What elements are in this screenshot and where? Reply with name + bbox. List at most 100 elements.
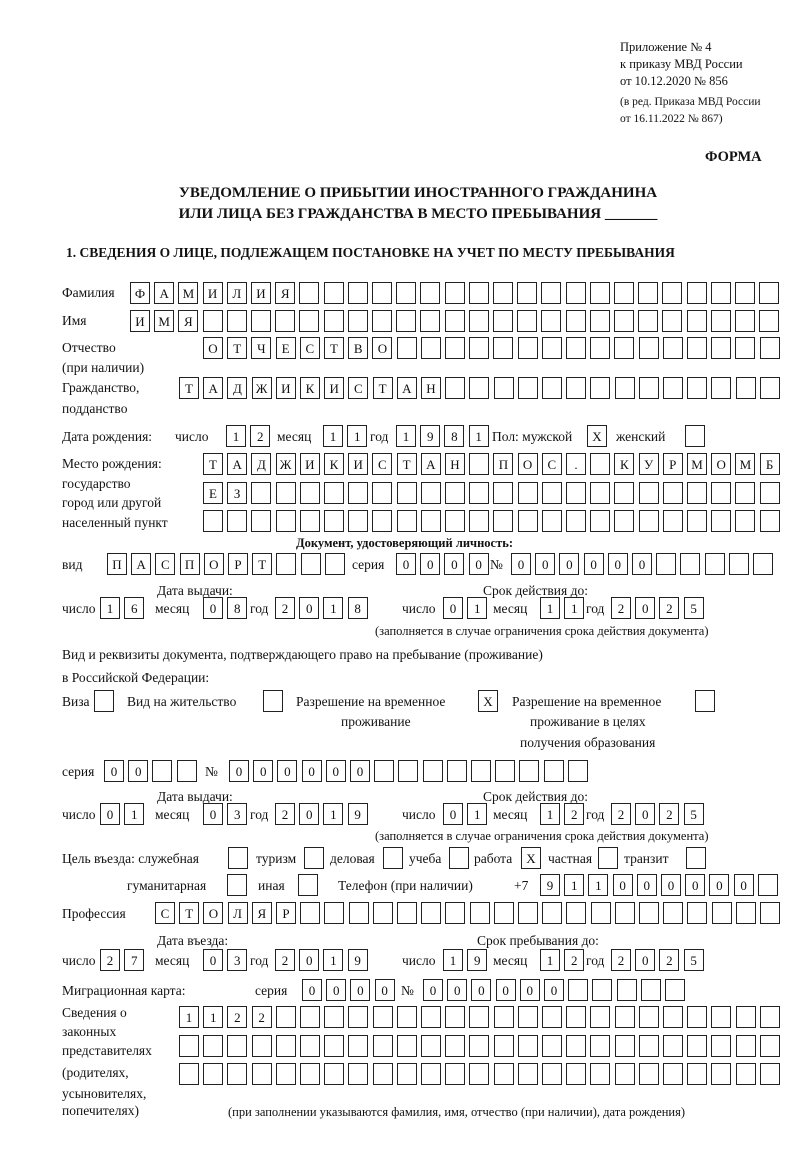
char-cell[interactable]: 8 <box>347 597 368 619</box>
char-cell[interactable]: Р <box>662 453 683 475</box>
char-cell[interactable] <box>372 1006 393 1028</box>
char-cell[interactable]: 0 <box>100 803 120 825</box>
char-cell[interactable] <box>541 510 562 532</box>
char-cell[interactable]: 2 <box>275 949 295 971</box>
char-cell[interactable] <box>589 282 610 304</box>
char-cell[interactable] <box>251 510 272 532</box>
char-cell[interactable]: 2 <box>100 949 120 971</box>
char-cell[interactable] <box>372 1063 393 1085</box>
char-cell[interactable] <box>566 1035 587 1057</box>
char-cell[interactable] <box>396 337 417 359</box>
char-cell[interactable] <box>227 510 248 532</box>
char-cell[interactable] <box>710 282 731 304</box>
char-cell[interactable]: 0 <box>302 979 322 1001</box>
char-cell[interactable]: Н <box>421 377 441 399</box>
char-cell[interactable]: 5 <box>683 803 704 825</box>
char-cell[interactable] <box>396 1006 417 1028</box>
char-cell[interactable]: А <box>227 453 248 475</box>
char-cell[interactable] <box>275 1063 296 1085</box>
char-cell[interactable] <box>566 1006 587 1028</box>
char-cell[interactable] <box>299 482 320 504</box>
char-cell[interactable] <box>275 310 296 332</box>
char-cell[interactable] <box>275 1006 296 1028</box>
char-cell[interactable] <box>420 282 441 304</box>
char-cell[interactable] <box>347 310 368 332</box>
char-cell[interactable]: 0 <box>709 874 730 896</box>
char-cell[interactable] <box>662 337 683 359</box>
char-cell[interactable] <box>567 760 588 782</box>
char-cell[interactable] <box>519 760 540 782</box>
checkbox-cell[interactable] <box>695 690 715 712</box>
char-cell[interactable]: Ж <box>275 453 296 475</box>
char-cell[interactable] <box>687 1063 708 1085</box>
char-cell[interactable] <box>348 1063 369 1085</box>
char-cell[interactable]: 0 <box>350 760 370 782</box>
char-cell[interactable]: 0 <box>447 979 468 1001</box>
char-cell[interactable] <box>420 337 441 359</box>
char-cell[interactable]: М <box>178 282 199 304</box>
char-cell[interactable] <box>687 337 707 359</box>
char-cell[interactable] <box>759 1006 780 1028</box>
char-cell[interactable]: 9 <box>467 949 488 971</box>
checkbox-cell[interactable]: X <box>587 425 607 447</box>
char-cell[interactable]: О <box>372 337 393 359</box>
char-cell[interactable]: 0 <box>443 597 463 619</box>
char-cell[interactable]: 0 <box>661 874 681 896</box>
char-cell[interactable]: . <box>566 453 586 475</box>
char-cell[interactable]: 0 <box>511 553 531 575</box>
char-cell[interactable] <box>686 282 707 304</box>
char-cell[interactable] <box>638 377 659 399</box>
char-cell[interactable] <box>543 760 564 782</box>
char-cell[interactable] <box>662 282 683 304</box>
char-cell[interactable]: И <box>202 282 223 304</box>
char-cell[interactable] <box>759 310 780 332</box>
char-cell[interactable]: О <box>517 453 538 475</box>
char-cell[interactable] <box>227 1063 248 1085</box>
char-cell[interactable]: 1 <box>443 949 463 971</box>
char-cell[interactable]: 0 <box>420 553 441 575</box>
char-cell[interactable]: 0 <box>229 760 249 782</box>
char-cell[interactable]: 0 <box>495 979 516 1001</box>
char-cell[interactable] <box>759 1063 780 1085</box>
char-cell[interactable] <box>711 377 732 399</box>
char-cell[interactable] <box>348 482 369 504</box>
checkbox-cell[interactable] <box>263 690 283 712</box>
char-cell[interactable]: 9 <box>540 874 560 896</box>
char-cell[interactable] <box>662 482 683 504</box>
char-cell[interactable] <box>710 310 731 332</box>
char-cell[interactable]: С <box>155 553 176 575</box>
char-cell[interactable] <box>398 760 419 782</box>
char-cell[interactable] <box>735 510 756 532</box>
char-cell[interactable]: К <box>324 453 344 475</box>
char-cell[interactable] <box>493 902 514 924</box>
char-cell[interactable]: 6 <box>124 597 145 619</box>
char-cell[interactable] <box>735 1035 756 1057</box>
char-cell[interactable] <box>324 553 345 575</box>
char-cell[interactable] <box>468 310 489 332</box>
char-cell[interactable] <box>445 1006 466 1028</box>
char-cell[interactable]: В <box>348 337 369 359</box>
char-cell[interactable] <box>614 310 634 332</box>
char-cell[interactable] <box>656 553 677 575</box>
char-cell[interactable] <box>396 1063 417 1085</box>
char-cell[interactable] <box>638 1035 659 1057</box>
char-cell[interactable] <box>493 1006 514 1028</box>
char-cell[interactable] <box>687 510 707 532</box>
char-cell[interactable] <box>468 282 489 304</box>
char-cell[interactable] <box>614 377 635 399</box>
char-cell[interactable]: 0 <box>203 949 223 971</box>
char-cell[interactable] <box>396 482 417 504</box>
char-cell[interactable] <box>638 510 659 532</box>
char-cell[interactable] <box>735 902 756 924</box>
char-cell[interactable] <box>517 482 538 504</box>
char-cell[interactable] <box>421 1006 441 1028</box>
char-cell[interactable] <box>518 902 538 924</box>
char-cell[interactable] <box>728 553 749 575</box>
char-cell[interactable] <box>566 482 586 504</box>
char-cell[interactable]: 1 <box>203 1006 224 1028</box>
char-cell[interactable] <box>374 760 395 782</box>
char-cell[interactable]: Ф <box>130 282 150 304</box>
char-cell[interactable] <box>589 310 610 332</box>
char-cell[interactable] <box>590 453 611 475</box>
char-cell[interactable] <box>711 510 732 532</box>
